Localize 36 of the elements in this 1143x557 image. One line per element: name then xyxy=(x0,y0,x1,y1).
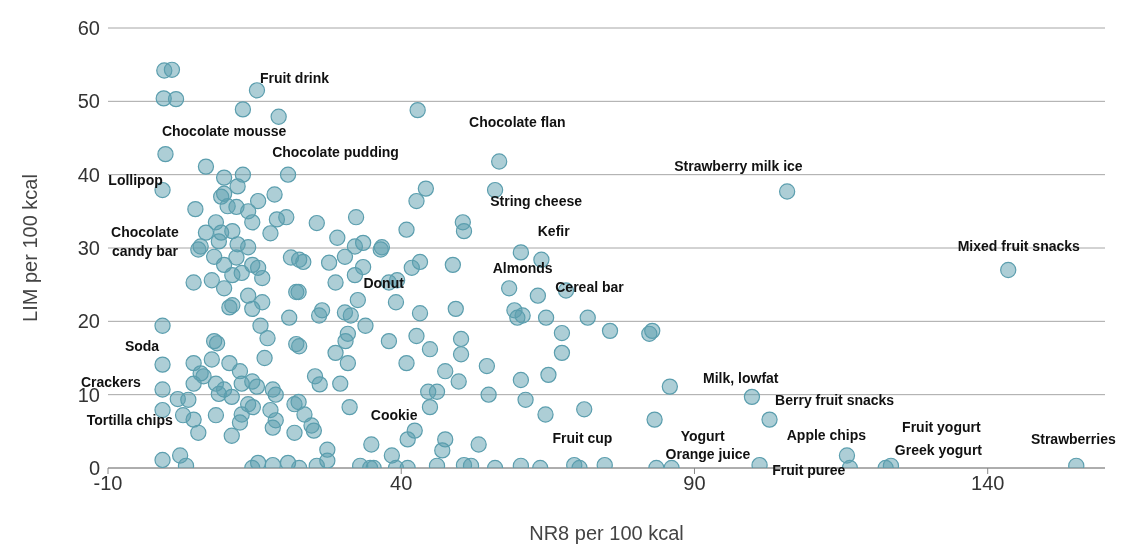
annotation: Fruit cup xyxy=(552,430,613,447)
annotation: Milk, lowfat xyxy=(703,370,779,387)
annotation: Yogurt xyxy=(680,428,726,445)
annotation: Fruit drink xyxy=(259,70,330,87)
annotation: Strawberry milk ice xyxy=(674,158,803,175)
x-tick-label: 90 xyxy=(683,472,706,495)
y-tick-label: 50 xyxy=(77,90,100,113)
annotation: Almonds xyxy=(492,260,553,277)
annotation: Soda xyxy=(124,338,160,355)
x-tick-label: 140 xyxy=(971,472,1005,495)
annotation: Tortilla chips xyxy=(86,412,173,429)
y-tick-label: 40 xyxy=(77,163,100,186)
annotation: Apple chips xyxy=(786,427,867,444)
annotation: Berry fruit snacks xyxy=(775,392,895,409)
annotation: Cookie xyxy=(370,407,418,424)
annotation: Fruit yogurt xyxy=(902,419,981,436)
annotation: Kefir xyxy=(537,223,571,240)
x-axis-title: NR8 per 100 kcal xyxy=(529,522,684,544)
annotation: Lollipop xyxy=(108,172,163,189)
annotation: String cheese xyxy=(490,193,583,210)
annotation: Chocolate mousse xyxy=(161,123,287,140)
annotation: Chocolate pudding xyxy=(272,144,399,161)
annotation: Donut xyxy=(363,275,405,292)
annotation: Fruit puree xyxy=(772,462,846,479)
annotation: Greek yogurt xyxy=(894,442,983,459)
y-tick-label: 20 xyxy=(77,310,100,333)
y-tick-label: 30 xyxy=(77,237,100,260)
y-axis-title: LIM per 100 kcal xyxy=(19,174,42,322)
annotation: Cereal bar xyxy=(555,279,625,296)
annotation: Orange juice xyxy=(665,446,751,463)
annotation: Strawberries xyxy=(1030,430,1116,447)
y-tick-label: 60 xyxy=(77,17,100,40)
x-tick-label: 40 xyxy=(390,472,413,495)
annotation: Chocolate flan xyxy=(469,114,566,131)
annotation: Chocolate candy bar xyxy=(111,224,179,260)
annotation: Mixed fruit snacks xyxy=(957,238,1081,255)
